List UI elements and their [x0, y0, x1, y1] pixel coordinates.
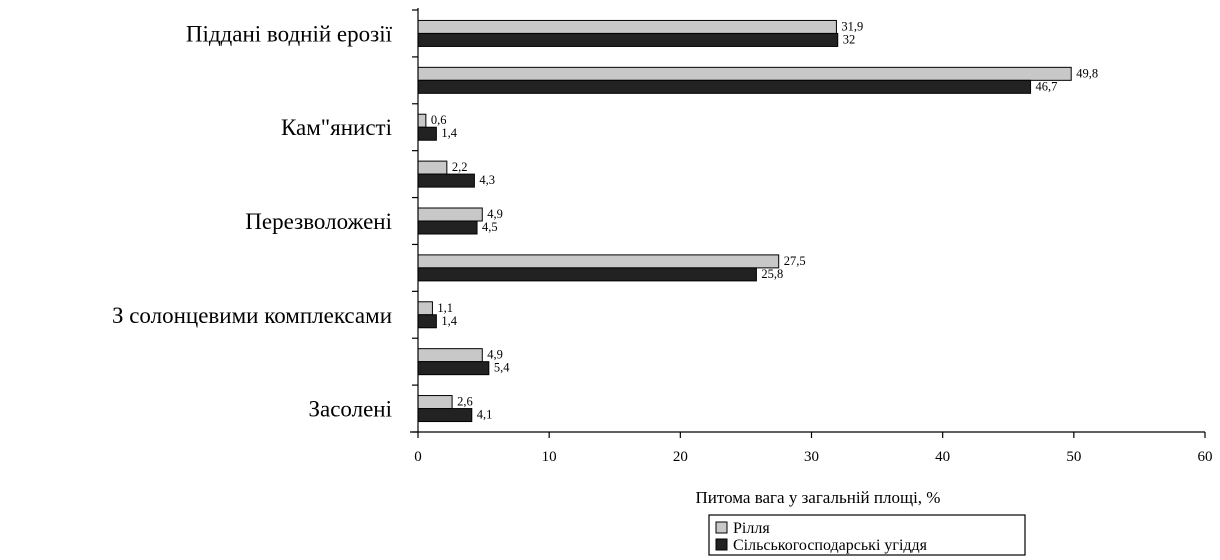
- data-label-rillia-0: 31,9: [841, 19, 863, 33]
- legend: Рілля Сільськогосподарські угіддя: [708, 514, 1026, 556]
- bar-ugiddia-6: [417, 314, 437, 329]
- axes: 0 10 20 30 40 50 60: [410, 8, 1213, 465]
- data-label-rillia-8: 2,6: [457, 395, 473, 409]
- category-label-2: Кам"янисті: [281, 115, 392, 140]
- data-label-ugiddia-8: 4,1: [477, 408, 493, 422]
- x-tick-label-6: 60: [1198, 449, 1213, 465]
- data-label-ugiddia-3: 4,3: [479, 173, 495, 187]
- data-label-rillia-4: 4,9: [487, 207, 503, 221]
- bar-rillia-2: [417, 113, 427, 128]
- legend-box: [708, 514, 1026, 556]
- bar-ugiddia-8: [417, 408, 473, 423]
- x-axis-title: Питома вага у загальній площі, %: [696, 488, 941, 507]
- bar-rillia-7: [417, 348, 483, 363]
- category-label-0: Піддані водній ерозії: [186, 21, 393, 46]
- bar-rillia-1: [417, 66, 1072, 81]
- x-tick-label-0: 0: [414, 449, 422, 465]
- bar-ugiddia-4: [417, 220, 478, 235]
- bar-rillia-4: [417, 207, 483, 222]
- legend-label-ugiddia: Сільськогосподарські угіддя: [733, 537, 928, 554]
- bar-ugiddia-7: [417, 361, 490, 376]
- data-label-rillia-5: 27,5: [784, 254, 806, 268]
- bar-rillia-3: [417, 160, 448, 175]
- bar-ugiddia-0: [417, 32, 839, 47]
- bar-ugiddia-2: [417, 126, 437, 141]
- data-label-ugiddia-7: 5,4: [494, 361, 510, 375]
- x-tick-label-4: 40: [935, 449, 950, 465]
- x-tick-label-2: 20: [673, 449, 688, 465]
- data-label-ugiddia-6: 1,4: [441, 314, 457, 328]
- x-tick-label-1: 10: [542, 449, 557, 465]
- x-tick-label-3: 30: [804, 449, 819, 465]
- data-label-rillia-1: 49,8: [1076, 66, 1098, 80]
- legend-label-rillia: Рілля: [733, 520, 770, 537]
- bar-ugiddia-5: [417, 267, 757, 282]
- category-label-4: Перезволожені: [245, 209, 392, 234]
- bar-rillia-0: [417, 19, 837, 34]
- bar-rillia-8: [417, 395, 453, 410]
- category-label-8: Засолені: [308, 397, 392, 422]
- data-label-ugiddia-0: 32: [843, 32, 856, 46]
- legend-swatch-ugiddia: [715, 538, 728, 551]
- bar-ugiddia-3: [417, 173, 475, 188]
- legend-swatch-rillia: [715, 521, 728, 534]
- data-label-rillia-2: 0,6: [431, 113, 447, 127]
- data-label-ugiddia-1: 46,7: [1036, 79, 1058, 93]
- bar-rillia-5: [417, 254, 780, 269]
- data-label-rillia-6: 1,1: [437, 301, 453, 315]
- category-label-6: З солонцевими комплексами: [112, 303, 392, 328]
- data-label-rillia-7: 4,9: [487, 348, 503, 362]
- data-label-ugiddia-5: 25,8: [761, 267, 783, 281]
- x-tick-label-5: 50: [1066, 449, 1081, 465]
- data-label-rillia-3: 2,2: [452, 160, 468, 174]
- data-label-ugiddia-2: 1,4: [441, 126, 457, 140]
- bar-ugiddia-1: [417, 79, 1032, 94]
- data-label-ugiddia-4: 4,5: [482, 220, 498, 234]
- bar-rillia-6: [417, 301, 433, 316]
